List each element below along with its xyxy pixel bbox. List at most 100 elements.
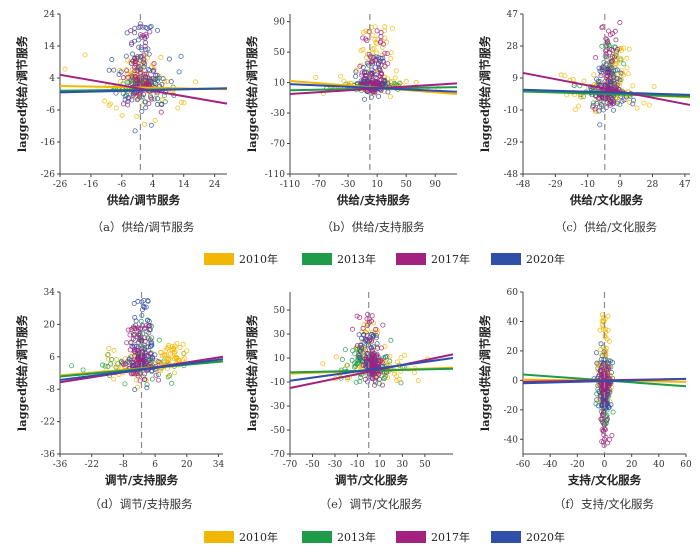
data-point — [389, 25, 395, 31]
data-point — [603, 329, 609, 335]
data-point — [139, 108, 145, 114]
data-point — [385, 360, 391, 366]
data-point — [415, 378, 421, 384]
data-point — [613, 37, 619, 43]
data-point — [370, 375, 376, 381]
data-point — [376, 55, 382, 61]
data-point — [155, 359, 161, 365]
data-point — [136, 355, 142, 361]
y-tick-label: -20 — [504, 406, 519, 416]
data-point — [158, 54, 164, 60]
data-point — [360, 64, 366, 70]
data-point — [599, 24, 605, 30]
x-tick-label: -30 — [328, 460, 343, 470]
data-point — [120, 360, 126, 366]
x-tick-label: -26 — [53, 180, 68, 190]
data-point — [132, 128, 138, 134]
data-point — [145, 344, 151, 350]
y-axis-title: lagged供给/调节服务 — [478, 314, 492, 431]
data-point — [599, 372, 605, 378]
data-point — [147, 337, 153, 343]
y-tick-label: -70 — [271, 450, 286, 460]
data-point — [172, 343, 178, 349]
data-point — [146, 51, 152, 57]
data-point — [603, 350, 609, 356]
data-point — [138, 326, 144, 332]
data-point — [361, 339, 367, 345]
data-point — [387, 353, 393, 359]
y-tick-label: 50 — [274, 48, 286, 58]
data-point — [605, 364, 611, 370]
data-point — [111, 67, 117, 73]
legend-label: 2020年 — [526, 252, 565, 266]
legend-swatch — [491, 531, 521, 543]
data-point — [171, 370, 177, 376]
data-point — [143, 73, 149, 79]
data-point — [365, 311, 371, 317]
data-point — [153, 372, 159, 378]
x-tick-label: -8 — [119, 460, 128, 470]
data-point — [605, 72, 611, 78]
panel-3: -48 -29 -10 9 28 47 47 28 9 -10 -29 -48 供给/文化服务 lagge… — [478, 10, 691, 234]
y-tick-label: 24 — [44, 10, 56, 20]
data-point — [80, 367, 86, 373]
data-point — [619, 68, 625, 74]
data-point — [359, 70, 365, 76]
data-point — [128, 28, 134, 34]
data-point — [126, 96, 132, 102]
data-point — [342, 347, 348, 353]
data-point — [609, 54, 615, 60]
data-point — [359, 72, 365, 78]
data-point — [166, 356, 172, 362]
fit-line — [289, 83, 458, 93]
data-point — [154, 78, 160, 84]
data-point — [605, 95, 611, 101]
data-point — [131, 301, 137, 307]
data-point — [371, 354, 377, 360]
data-point — [382, 63, 388, 69]
data-point — [142, 36, 148, 42]
y-tick-label: 4 — [49, 74, 55, 84]
x-tick-label: 6 — [152, 460, 158, 470]
data-point — [596, 65, 602, 71]
data-point — [129, 73, 135, 79]
data-point — [155, 96, 161, 102]
data-point — [614, 100, 620, 106]
x-tick-label: -60 — [516, 460, 531, 470]
x-tick-label: -36 — [53, 460, 68, 470]
data-point — [603, 54, 609, 60]
data-point — [145, 298, 151, 304]
data-point — [165, 374, 171, 380]
data-point — [159, 81, 165, 87]
data-point — [135, 373, 141, 379]
data-point — [369, 58, 375, 64]
data-point — [578, 94, 584, 100]
data-point — [597, 122, 603, 128]
legend-label: 2017年 — [431, 530, 470, 544]
x-tick-label: -10 — [350, 460, 365, 470]
data-point — [608, 65, 614, 71]
data-point — [356, 352, 362, 358]
data-point — [357, 63, 363, 69]
data-point — [169, 347, 175, 353]
data-point — [413, 79, 419, 85]
data-point — [380, 322, 386, 328]
data-point — [130, 51, 136, 57]
data-point — [109, 57, 115, 63]
data-point — [128, 60, 134, 66]
data-point — [146, 323, 152, 329]
data-point — [388, 55, 394, 61]
data-point — [125, 327, 131, 333]
data-point — [132, 25, 138, 31]
data-point — [374, 351, 380, 357]
x-tick-label: 34 — [213, 460, 225, 470]
x-tick-label: 30 — [397, 460, 409, 470]
data-point — [394, 378, 400, 384]
fit-line — [522, 88, 691, 96]
data-point — [605, 366, 611, 372]
data-point — [581, 78, 587, 84]
data-point — [133, 74, 139, 80]
data-point — [368, 318, 374, 324]
data-point — [134, 347, 140, 353]
y-axis-title: lagged供给/调节服务 — [15, 314, 29, 431]
